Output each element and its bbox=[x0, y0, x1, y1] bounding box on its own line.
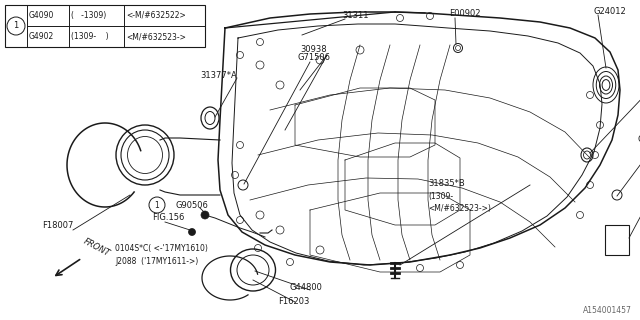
Text: 30938: 30938 bbox=[300, 45, 326, 54]
Text: G71506: G71506 bbox=[297, 53, 330, 62]
Text: FIG.156: FIG.156 bbox=[152, 212, 184, 221]
Text: G90506: G90506 bbox=[175, 201, 208, 210]
Text: G44800: G44800 bbox=[290, 283, 323, 292]
Text: 1: 1 bbox=[155, 201, 159, 210]
Text: G4090: G4090 bbox=[29, 11, 54, 20]
Text: G24012: G24012 bbox=[594, 7, 627, 17]
Text: F18007: F18007 bbox=[42, 220, 74, 229]
Circle shape bbox=[201, 211, 209, 219]
Bar bbox=[605, 225, 629, 255]
Bar bbox=[5, 5, 205, 47]
Text: <-M/#632522>: <-M/#632522> bbox=[126, 11, 186, 20]
Text: 31835*B: 31835*B bbox=[428, 179, 465, 188]
Text: 1: 1 bbox=[13, 21, 19, 30]
Text: J2088  ('17MY1611->): J2088 ('17MY1611->) bbox=[115, 257, 198, 266]
Text: (1309-: (1309- bbox=[428, 191, 453, 201]
Text: 31377*A: 31377*A bbox=[200, 71, 237, 81]
Text: 31311: 31311 bbox=[342, 12, 369, 20]
Text: FRONT: FRONT bbox=[82, 237, 111, 259]
Text: A154001457: A154001457 bbox=[583, 306, 632, 315]
Text: <M/#632523->: <M/#632523-> bbox=[126, 32, 186, 41]
Text: G4902: G4902 bbox=[29, 32, 54, 41]
Circle shape bbox=[189, 228, 195, 236]
Text: G91412: G91412 bbox=[638, 135, 640, 145]
Text: (1309-    ): (1309- ) bbox=[71, 32, 109, 41]
Text: E00902: E00902 bbox=[449, 10, 481, 19]
Text: F16203: F16203 bbox=[278, 297, 309, 306]
Text: (   -1309): ( -1309) bbox=[71, 11, 106, 20]
Text: <M/#632523->): <M/#632523->) bbox=[428, 204, 491, 212]
Text: 0104S*C( <-'17MY1610): 0104S*C( <-'17MY1610) bbox=[115, 244, 208, 252]
